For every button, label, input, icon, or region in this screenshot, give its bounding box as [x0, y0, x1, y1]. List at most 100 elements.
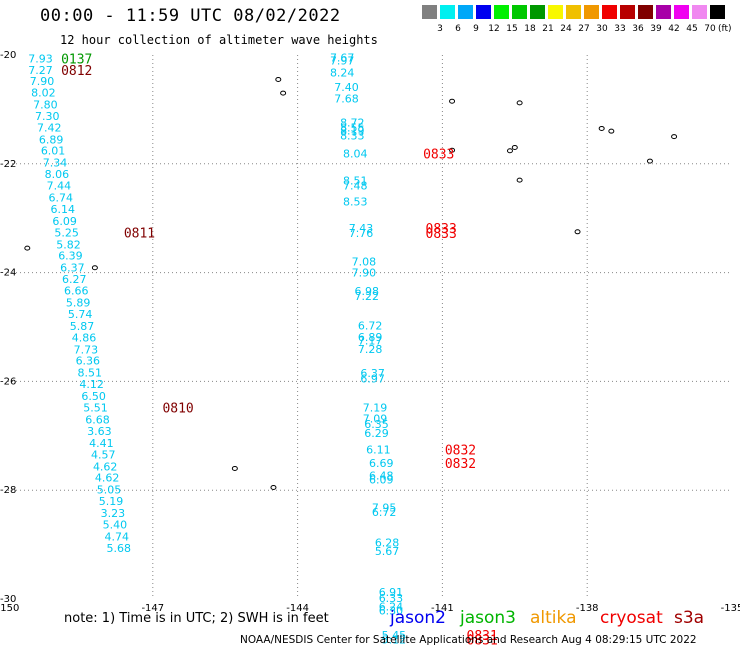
units-note: note: 1) Time is in UTC; 2) SWH is in fe…: [64, 611, 329, 626]
observation-time-label: 0812: [61, 64, 92, 79]
swh-value-label: 3.63: [87, 425, 112, 438]
swh-value-label: 3.23: [101, 507, 126, 520]
swh-value-label: 6.74: [49, 192, 74, 205]
swh-value-label: 8.33: [340, 130, 365, 143]
scale-swatch: [620, 5, 635, 19]
swh-value-label: 7.93: [28, 52, 53, 65]
island-shape: [646, 158, 653, 164]
swh-value-label: 6.01: [41, 145, 66, 158]
swh-value-label: 6.14: [50, 203, 75, 216]
swh-value-label: 7.27: [28, 64, 53, 77]
observation-time-label: 0831: [467, 633, 498, 648]
scale-label: 27: [578, 24, 590, 34]
swh-value-label: 8.55: [340, 121, 365, 134]
swh-value-label: 7.48: [343, 180, 368, 193]
swh-value-label: 8.19: [340, 125, 365, 138]
swh-value-label: 8.72: [340, 116, 365, 129]
scale-label: 36: [632, 24, 644, 34]
swh-value-label: 7.97: [330, 54, 355, 67]
swh-value-label: 6.48: [369, 470, 394, 483]
swh-value-label: 6.50: [81, 390, 106, 403]
swh-value-label: 6.24: [379, 601, 404, 614]
observation-time-label: 0137: [61, 52, 92, 67]
scale-unit: (ft): [718, 24, 732, 34]
legend-altika: altika: [530, 608, 577, 628]
scale-label: 12: [488, 24, 500, 34]
scale-label: 70: [704, 24, 716, 34]
swh-value-label: 6.11: [366, 443, 391, 456]
swh-value-label: 4.57: [91, 448, 116, 461]
swh-value-label: 7.30: [35, 110, 60, 123]
x-tick-label: -141: [431, 603, 454, 614]
swh-value-label: 6.28: [375, 536, 400, 549]
swh-value-label: 7.73: [74, 343, 99, 356]
legend-jason3: jason3: [460, 608, 516, 628]
swh-value-label: 4.12: [79, 378, 104, 391]
swh-value-label: 5.12: [382, 633, 407, 646]
scale-label: 15: [506, 24, 518, 34]
swh-value-label: 8.24: [330, 66, 355, 79]
map-title: 00:00 - 11:59 UTC 08/02/2022: [40, 6, 341, 26]
scale-label: 9: [473, 24, 479, 34]
scale-label: 39: [650, 24, 662, 34]
swh-value-label: 6.33: [379, 592, 404, 605]
swh-value-label: 7.43: [349, 222, 374, 235]
swh-value-label: 6.27: [62, 273, 87, 286]
swh-value-label: 7.19: [363, 402, 388, 415]
swh-value-label: 6.29: [364, 427, 389, 440]
x-tick-label: -135: [721, 603, 740, 614]
scale-label: 33: [614, 24, 626, 34]
swh-value-label: 4.86: [72, 331, 97, 344]
swh-value-label: 5.82: [56, 238, 80, 251]
swh-value-label: 4.62: [95, 472, 120, 485]
y-tick-label: -24: [0, 268, 16, 279]
island-shape: [608, 128, 615, 134]
swh-value-label: 7.42: [37, 121, 62, 134]
island-shape: [598, 125, 605, 131]
swh-value-label: 6.72: [372, 506, 397, 519]
island-shape: [24, 245, 31, 251]
swh-value-label: 8.53: [343, 195, 368, 208]
swh-value-label: 7.80: [33, 99, 58, 112]
scale-swatch: [656, 5, 671, 19]
swh-value-label: 7.95: [372, 502, 397, 515]
swh-value-label: 7.08: [352, 256, 377, 269]
scale-swatch: [422, 5, 437, 19]
swh-value-label: 5.89: [66, 297, 91, 310]
map-subtitle: 12 hour collection of altimeter wave hei…: [60, 33, 378, 47]
scale-label: 45: [686, 24, 698, 34]
scale-swatch: [494, 5, 509, 19]
swh-value-label: 6.09: [52, 215, 77, 228]
observation-time-label: 0833: [426, 222, 457, 237]
scale-label: 42: [668, 24, 680, 34]
island-shape: [574, 229, 581, 235]
y-tick-label: -28: [0, 485, 16, 496]
swh-value-label: 7.90: [30, 75, 55, 88]
swh-value-label: 6.35: [364, 418, 389, 431]
scale-label: 6: [455, 24, 461, 34]
swh-value-label: 6.09: [369, 473, 394, 486]
swh-value-label: 6.89: [358, 331, 383, 344]
observation-time-label: 0833: [426, 227, 457, 242]
swh-value-label: 8.51: [343, 175, 368, 188]
swh-value-label: 6.30: [379, 604, 404, 617]
swh-value-label: 5.68: [106, 542, 130, 555]
x-tick-label: -147: [141, 603, 164, 614]
swh-value-label: 7.90: [352, 267, 377, 280]
swh-value-label: 6.91: [379, 586, 404, 599]
island-shape: [280, 90, 287, 96]
swh-value-label: 5.51: [83, 402, 108, 415]
observation-time-label: 0833: [423, 147, 454, 162]
island-shape: [516, 177, 523, 183]
swh-value-label: 5.67: [375, 545, 400, 558]
island-shape: [516, 100, 523, 106]
swh-value-label: 4.41: [89, 437, 114, 450]
scale-label: 30: [596, 24, 608, 34]
swh-value-label: 5.74: [68, 308, 93, 321]
swh-value-label: 7.67: [330, 52, 355, 65]
scale-swatch: [512, 5, 527, 19]
swh-value-label: 6.36: [76, 355, 101, 368]
swh-value-label: 4.74: [105, 530, 129, 543]
swh-value-label: 5.87: [70, 320, 95, 333]
